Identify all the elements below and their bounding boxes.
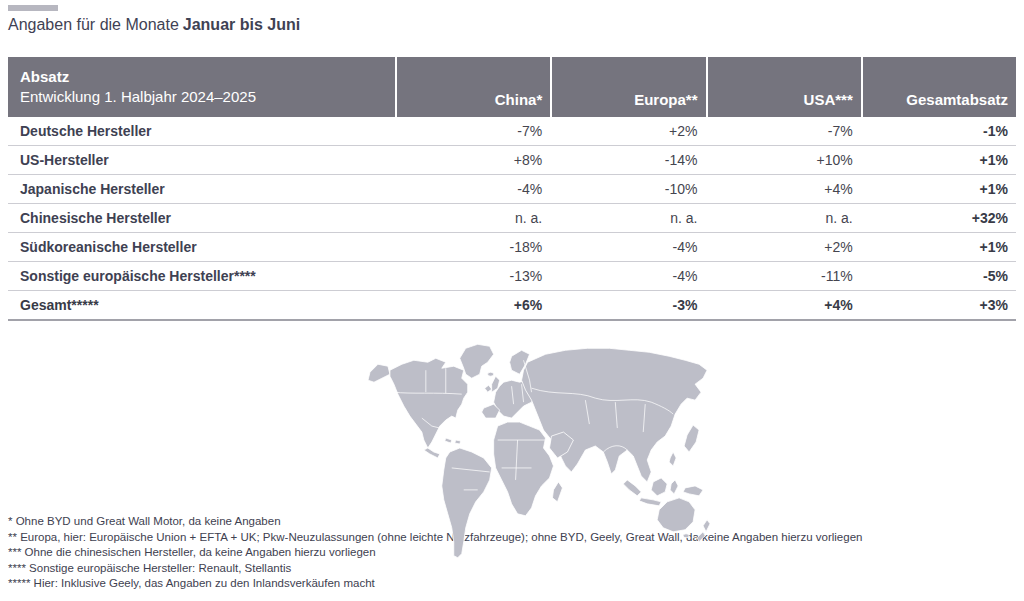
region-central-america xyxy=(424,448,440,458)
value-europa: -4% xyxy=(550,268,705,284)
value-china: -7% xyxy=(395,123,550,139)
table-header-title: Absatz Entwicklung 1. Halbjahr 2024–2025 xyxy=(8,57,395,117)
region-madagascar xyxy=(552,482,562,502)
column-header-europa: Europa** xyxy=(550,57,705,117)
value-usa: +10% xyxy=(706,152,861,168)
value-europa: -14% xyxy=(550,152,705,168)
value-gesamtabsatz: +1% xyxy=(861,239,1016,255)
region-africa xyxy=(494,422,554,516)
value-usa: n. a. xyxy=(706,210,861,226)
table-row-total: Gesamt***** +6% -3% +4% +3% xyxy=(8,291,1016,321)
value-europa: -3% xyxy=(550,297,705,313)
table-row: Sonstige europäische Hersteller**** -13%… xyxy=(8,262,1016,291)
region-philippines xyxy=(669,452,676,466)
value-usa: -11% xyxy=(706,268,861,284)
value-usa: +4% xyxy=(706,181,861,197)
value-china: -18% xyxy=(395,239,550,255)
table-row: Südkoreanische Hersteller -18% -4% +2% +… xyxy=(8,233,1016,262)
page-title-bold: Januar bis Juni xyxy=(183,16,300,33)
world-map-icon xyxy=(366,340,725,560)
row-label: Gesamt***** xyxy=(8,297,395,313)
table-title-line2: Entwicklung 1. Halbjahr 2024–2025 xyxy=(20,87,383,107)
region-north-america xyxy=(390,358,468,448)
value-europa: n. a. xyxy=(550,210,705,226)
value-usa: +4% xyxy=(706,297,861,313)
row-label: Chinesische Hersteller xyxy=(8,210,395,226)
sales-table: Absatz Entwicklung 1. Halbjahr 2024–2025… xyxy=(8,57,1016,321)
value-gesamtabsatz: -1% xyxy=(861,123,1016,139)
region-new-zealand xyxy=(697,520,710,542)
region-australia xyxy=(657,498,695,532)
value-gesamtabsatz: -5% xyxy=(861,268,1016,284)
value-gesamtabsatz: +32% xyxy=(861,210,1016,226)
region-alaska xyxy=(368,364,390,382)
footnote-4: **** Sonstige europäische Hersteller: Re… xyxy=(8,561,862,577)
row-label: Südkoreanische Hersteller xyxy=(8,239,395,255)
region-japan xyxy=(684,425,699,452)
region-new-guinea xyxy=(683,486,703,496)
value-europa: +2% xyxy=(550,123,705,139)
region-borneo xyxy=(651,478,667,496)
value-gesamtabsatz: +1% xyxy=(861,181,1016,197)
value-europa: -4% xyxy=(550,239,705,255)
region-iceland xyxy=(488,372,494,376)
value-europa: -10% xyxy=(550,181,705,197)
page-title: Angaben für die MonateJanuar bis Juni xyxy=(8,16,300,34)
region-south-america xyxy=(442,448,492,558)
value-china: +8% xyxy=(395,152,550,168)
region-tasmania xyxy=(683,534,689,538)
column-header-china: China* xyxy=(395,57,550,117)
region-java xyxy=(639,498,661,506)
value-gesamtabsatz: +3% xyxy=(861,297,1016,313)
decorative-bar xyxy=(8,5,58,11)
column-header-gesamtabsatz: Gesamtabsatz xyxy=(861,57,1016,117)
row-label: Sonstige europäische Hersteller**** xyxy=(8,268,395,284)
value-usa: +2% xyxy=(706,239,861,255)
value-china: -13% xyxy=(395,268,550,284)
table-title-line1: Absatz xyxy=(20,67,383,87)
table-row: Deutsche Hersteller -7% +2% -7% -1% xyxy=(8,117,1016,146)
value-usa: -7% xyxy=(706,123,861,139)
page-title-regular: Angaben für die Monate xyxy=(8,16,179,33)
region-sumatra xyxy=(623,480,641,496)
table-row: Japanische Hersteller -4% -10% +4% +1% xyxy=(8,175,1016,204)
row-label: Deutsche Hersteller xyxy=(8,123,395,139)
table-row: Chinesische Hersteller n. a. n. a. n. a.… xyxy=(8,204,1016,233)
table-header: Absatz Entwicklung 1. Halbjahr 2024–2025… xyxy=(8,57,1016,117)
region-sulawesi xyxy=(670,480,678,494)
row-label: Japanische Hersteller xyxy=(8,181,395,197)
footnote-5: ***** Hier: Inklusive Geely, das Angaben… xyxy=(8,576,862,592)
value-gesamtabsatz: +1% xyxy=(861,152,1016,168)
column-header-usa: USA*** xyxy=(706,57,861,117)
value-china: -4% xyxy=(395,181,550,197)
value-china: +6% xyxy=(395,297,550,313)
row-label: US-Hersteller xyxy=(8,152,395,168)
value-china: n. a. xyxy=(395,210,550,226)
table-row: US-Hersteller +8% -14% +10% +1% xyxy=(8,146,1016,175)
region-caribbean xyxy=(445,438,461,444)
